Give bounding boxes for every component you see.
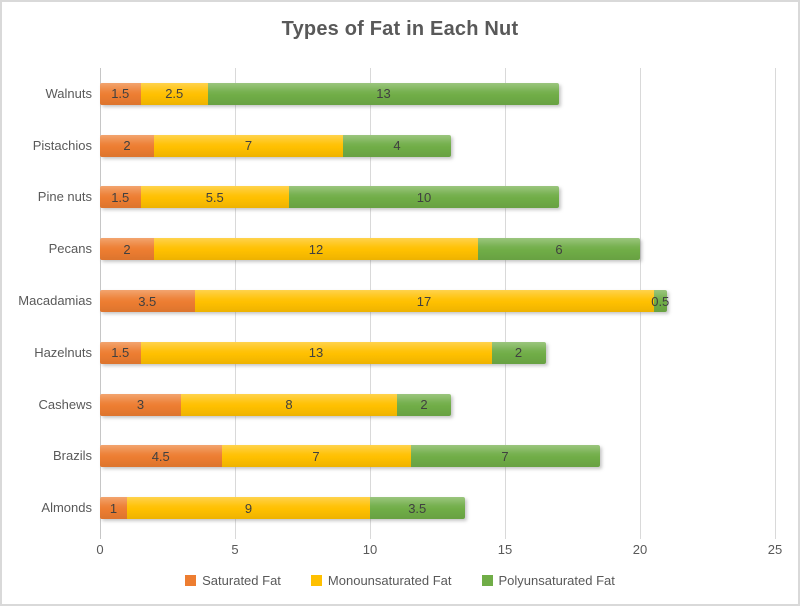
bar-macadamias: 3.5 17 0.5	[100, 290, 669, 312]
legend-item-saturated-fat: Saturated Fat	[185, 573, 281, 588]
bar-segment-cashews-saturated-fat: 3	[100, 393, 181, 416]
bar-segment-hazelnuts-monounsaturated-fat: 13	[140, 341, 492, 364]
x-tick-label-10: 10	[362, 542, 378, 557]
bar-segment-brazils-saturated-fat: 4.5	[100, 445, 222, 468]
chart-title: Types of Fat in Each Nut	[281, 18, 519, 40]
bar-almonds: 1 9 3.5	[100, 497, 465, 520]
bar-segment-macadamias-saturated-fat: 3.5	[100, 290, 195, 312]
legend-marker-saturated-fat	[185, 575, 197, 586]
bar-brazils: 4.5 7 7	[100, 445, 600, 468]
legend: Saturated Fat Monounsaturated Fat Polyunsa…	[2, 573, 798, 588]
legend-label-polyunsaturated-fat: Polyunsaturated Fat	[498, 573, 615, 588]
category-label-pistachios: Pistachios	[32, 137, 92, 153]
bar-segment-brazils-monounsaturated-fat: 7	[221, 445, 411, 468]
legend-item-monounsaturated-fat: Monounsaturated Fat	[310, 573, 452, 588]
legend-marker-monounsaturated-fat	[310, 575, 322, 586]
bar-segment-cashews-monounsaturated-fat: 8	[181, 393, 397, 416]
x-tick-label-15: 15	[497, 542, 513, 557]
bar-segment-pine-nuts-monounsaturated-fat: 5.5	[140, 186, 289, 209]
bar-segment-macadamias-polyunsaturated-fat: 0.5	[651, 290, 669, 312]
category-label-pecans: Pecans	[48, 241, 92, 257]
legend-item-polyunsaturated-fat: Polyunsaturated Fat	[481, 573, 615, 588]
bar-segment-walnuts-polyunsaturated-fat: 13	[208, 82, 559, 105]
bar-segment-walnuts-saturated-fat: 1.5	[100, 82, 141, 105]
bar-segment-brazils-polyunsaturated-fat: 7	[410, 445, 600, 468]
bar-segment-walnuts-monounsaturated-fat: 2.5	[140, 82, 208, 105]
bar-segment-hazelnuts-saturated-fat: 1.5	[100, 341, 141, 364]
category-label-almonds: Almonds	[41, 500, 92, 516]
bar-segment-macadamias-monounsaturated-fat: 17	[194, 290, 654, 312]
bar-segment-pine-nuts-saturated-fat: 1.5	[100, 186, 141, 209]
bar-pine-nuts: 1.5 5.5 10	[100, 186, 559, 209]
bar-segment-cashews-polyunsaturated-fat: 2	[397, 393, 451, 416]
bar-segment-hazelnuts-polyunsaturated-fat: 2	[491, 341, 546, 364]
bar-walnuts: 1.5 2.5 13	[100, 82, 559, 105]
bar-segment-pecans-monounsaturated-fat: 12	[154, 238, 478, 261]
gridline-x-25	[775, 68, 776, 539]
bar-segment-pine-nuts-polyunsaturated-fat: 10	[289, 186, 559, 209]
x-tick-label-20: 20	[632, 542, 648, 557]
x-tick-label-5: 5	[231, 542, 239, 557]
category-label-pine-nuts: Pine nuts	[37, 189, 92, 205]
x-tick-label-25: 25	[767, 542, 783, 557]
bar-segment-pecans-saturated-fat: 2	[100, 238, 154, 261]
bar-segment-pistachios-polyunsaturated-fat: 4	[343, 134, 451, 157]
bar-segment-almonds-monounsaturated-fat: 9	[127, 497, 370, 520]
bar-segment-pistachios-monounsaturated-fat: 7	[154, 134, 343, 157]
bar-segment-pecans-polyunsaturated-fat: 6	[478, 238, 640, 261]
legend-label-monounsaturated-fat: Monounsaturated Fat	[327, 573, 452, 588]
legend-marker-polyunsaturated-fat	[481, 575, 493, 586]
category-label-walnuts: Walnuts	[45, 85, 92, 101]
bar-segment-pistachios-saturated-fat: 2	[100, 134, 154, 157]
category-label-cashews: Cashews	[38, 396, 92, 412]
category-label-macadamias: Macadamias	[18, 293, 92, 308]
x-tick-label-0: 0	[96, 542, 104, 557]
bar-segment-almonds-polyunsaturated-fat: 3.5	[370, 497, 465, 520]
category-label-hazelnuts: Hazelnuts	[34, 344, 92, 360]
bar-pecans: 2 12 6	[100, 238, 640, 261]
bar-hazelnuts: 1.5 13 2	[100, 341, 546, 364]
category-label-brazils: Brazils	[52, 448, 92, 464]
legend-label-saturated-fat: Saturated Fat	[202, 573, 281, 588]
bar-segment-almonds-saturated-fat: 1	[100, 497, 127, 520]
